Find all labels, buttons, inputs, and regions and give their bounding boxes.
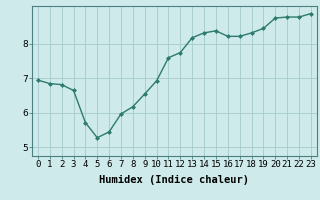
X-axis label: Humidex (Indice chaleur): Humidex (Indice chaleur) [100, 175, 249, 185]
